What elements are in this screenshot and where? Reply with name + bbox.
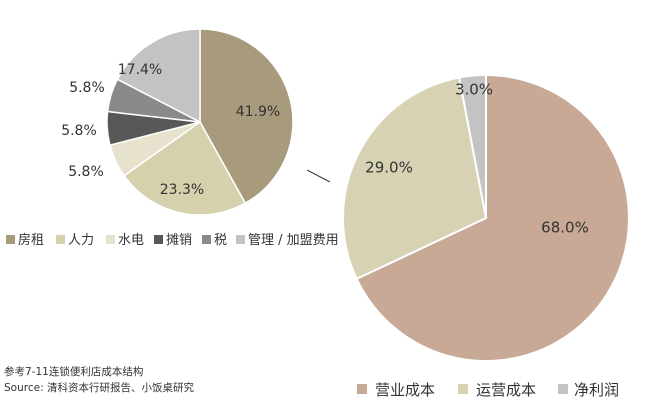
legend-swatch-tax bbox=[202, 235, 211, 244]
slice-label-labor: 23.3% bbox=[160, 182, 204, 198]
legend-label-labor: 人力 bbox=[68, 233, 94, 248]
connector-line bbox=[306, 169, 331, 183]
slice-label-net-profit: 3.0% bbox=[455, 81, 493, 99]
slice-label-rent: 41.9% bbox=[236, 104, 280, 120]
pie-slice-management bbox=[116, 28, 201, 124]
legend-swatch-net-profit bbox=[558, 384, 568, 394]
cost-breakdown-pie: 41.9% 23.3% 5.8% 5.8% 5.8% 17.4% bbox=[61, 28, 294, 216]
pie-slice-operating-cost bbox=[355, 73, 630, 362]
slice-label-management: 17.4% bbox=[118, 62, 162, 78]
figure-source: Source: 清科资本行研报告、小饭桌研究 bbox=[4, 381, 194, 394]
legend-swatch-running-cost bbox=[458, 384, 468, 394]
pie-slice-net-profit bbox=[458, 73, 487, 219]
slice-label-running-cost: 29.0% bbox=[365, 159, 413, 177]
legend-swatch-labor bbox=[56, 235, 65, 244]
legend-small: 房租 人力 水电 摊销 税 管理 / 加盟费用 bbox=[6, 232, 339, 248]
legend-big: 营业成本 运营成本 净利润 bbox=[357, 381, 619, 399]
legend-label-net-profit: 净利润 bbox=[574, 381, 619, 399]
legend-swatch-amortization bbox=[154, 235, 163, 244]
legend-label-management: 管理 / 加盟费用 bbox=[248, 233, 339, 248]
slice-label-operating-cost: 68.0% bbox=[541, 219, 589, 237]
pie-slice-labor bbox=[123, 120, 247, 216]
legend-label-running-cost: 运营成本 bbox=[476, 381, 536, 399]
legend-label-rent: 房租 bbox=[18, 232, 44, 248]
figure-caption: 参考7-11连锁便利店成本结构 bbox=[4, 365, 143, 378]
legend-swatch-utilities bbox=[106, 235, 115, 244]
cost-structure-pie: 68.0% 29.0% 3.0% bbox=[342, 73, 630, 362]
legend-swatch-rent bbox=[6, 235, 15, 244]
legend-label-utilities: 水电 bbox=[118, 233, 144, 248]
legend-label-tax: 税 bbox=[214, 233, 227, 248]
slice-label-tax: 5.8% bbox=[69, 80, 105, 96]
pie-slice-rent bbox=[199, 28, 294, 205]
legend-label-operating-cost: 营业成本 bbox=[375, 381, 435, 399]
legend-swatch-operating-cost bbox=[357, 384, 367, 394]
pie-slice-running-cost bbox=[342, 76, 488, 281]
legend-label-amortization: 摊销 bbox=[166, 233, 192, 248]
slice-label-amortization: 5.8% bbox=[61, 123, 97, 139]
legend-swatch-management bbox=[236, 235, 245, 244]
slice-label-utilities: 5.8% bbox=[68, 164, 104, 180]
